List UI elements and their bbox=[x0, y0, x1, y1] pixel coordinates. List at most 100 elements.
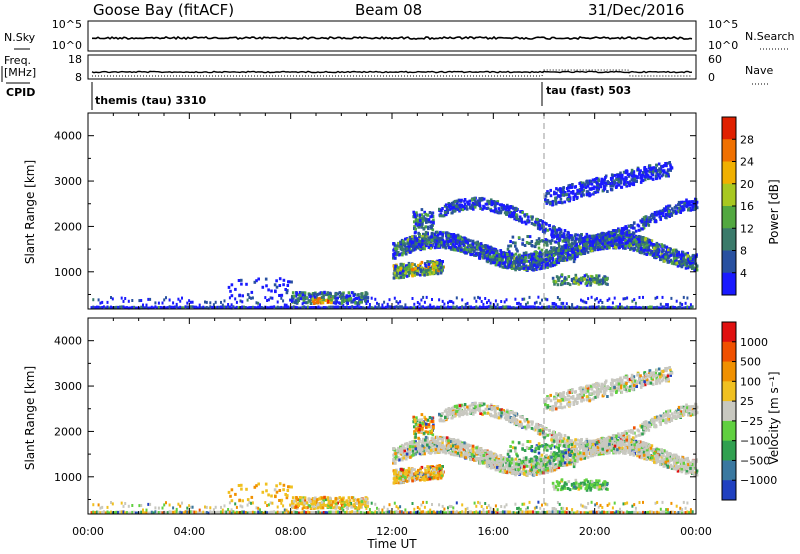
power-cell bbox=[526, 305, 529, 309]
power-cell bbox=[340, 293, 344, 297]
power-cell bbox=[383, 306, 386, 310]
power-cell bbox=[519, 305, 522, 309]
power-cell bbox=[420, 208, 424, 212]
power-cell bbox=[443, 302, 446, 306]
power-cell bbox=[653, 220, 657, 224]
power-cell bbox=[613, 239, 617, 243]
velocity-cell bbox=[241, 505, 244, 509]
power-cell bbox=[413, 306, 416, 310]
power-cell bbox=[468, 199, 472, 203]
power-cell bbox=[637, 247, 640, 251]
power-cell bbox=[571, 303, 574, 307]
power-cell bbox=[492, 261, 496, 265]
power-cell bbox=[120, 305, 123, 309]
power-cell bbox=[478, 201, 481, 205]
velocity-cell bbox=[464, 507, 467, 511]
velocity-cell bbox=[181, 501, 183, 505]
power-cell bbox=[649, 241, 653, 245]
power-cell bbox=[429, 303, 432, 307]
power-cell bbox=[432, 305, 435, 309]
power-cell bbox=[560, 273, 564, 277]
power-cell bbox=[625, 184, 628, 188]
power-cell bbox=[629, 246, 633, 250]
power-cell bbox=[390, 305, 393, 309]
power-cell bbox=[613, 180, 616, 184]
power-cell bbox=[472, 207, 475, 211]
power-cell bbox=[680, 252, 684, 256]
power-cell bbox=[662, 169, 666, 173]
velocity-cell bbox=[478, 510, 481, 514]
velocity-cell bbox=[624, 502, 627, 506]
power-cell bbox=[588, 239, 592, 243]
power-cell bbox=[301, 293, 305, 297]
power-cell bbox=[625, 227, 629, 230]
power-cell bbox=[691, 305, 694, 309]
power-cell bbox=[590, 182, 594, 186]
power-cell bbox=[553, 302, 556, 305]
velocity-cell bbox=[666, 508, 669, 512]
power-cell bbox=[500, 251, 503, 254]
velocity-cell bbox=[381, 508, 384, 512]
power-cell bbox=[303, 296, 306, 300]
power-cell bbox=[611, 306, 614, 310]
power-cell bbox=[366, 296, 369, 300]
power-cell bbox=[661, 169, 664, 173]
power-cell bbox=[667, 212, 670, 216]
power-cell bbox=[409, 306, 412, 310]
power-cell bbox=[337, 305, 339, 309]
nsky-tick-top: 10^5 bbox=[52, 18, 82, 31]
power-cell bbox=[339, 301, 342, 305]
power-cell bbox=[246, 293, 250, 297]
power-cell bbox=[627, 242, 630, 246]
cpid-segment-0: themis (tau) 3310 bbox=[95, 94, 207, 107]
power-cell bbox=[156, 306, 159, 310]
power-cell bbox=[419, 262, 422, 266]
power-cell bbox=[492, 209, 496, 213]
velocity-cell bbox=[452, 510, 455, 514]
power-cell bbox=[585, 193, 589, 196]
power-cell bbox=[622, 228, 625, 232]
power-cell bbox=[489, 258, 493, 261]
power-cell bbox=[598, 241, 602, 244]
velocity-cell bbox=[193, 510, 196, 514]
power-cell bbox=[111, 306, 114, 310]
power-cell bbox=[329, 291, 332, 295]
power-cell bbox=[170, 305, 173, 309]
power-cell bbox=[595, 297, 598, 301]
velocity-cell bbox=[443, 507, 446, 511]
power-cell bbox=[597, 179, 601, 183]
velocity-cell bbox=[92, 510, 95, 514]
power-cell bbox=[363, 306, 366, 310]
power-cell bbox=[607, 181, 610, 185]
power-cell bbox=[523, 244, 527, 247]
power-cell bbox=[433, 246, 437, 250]
velocity-cell bbox=[642, 510, 644, 514]
power-cell bbox=[189, 305, 192, 309]
power-cell bbox=[315, 300, 318, 304]
power-cell bbox=[642, 236, 645, 240]
power-cell bbox=[565, 306, 568, 310]
power-cell bbox=[609, 240, 613, 244]
velocity-cell bbox=[184, 510, 187, 514]
power-cell bbox=[664, 255, 668, 259]
power-cell bbox=[464, 250, 467, 254]
power-cell bbox=[485, 254, 489, 258]
power-cell bbox=[597, 235, 600, 239]
power-cell bbox=[568, 235, 572, 239]
power-cell bbox=[512, 210, 516, 214]
power-cell bbox=[650, 251, 654, 255]
power-cell bbox=[459, 205, 462, 209]
velocity-cell bbox=[558, 502, 561, 506]
power-cell bbox=[321, 301, 325, 305]
power-cell bbox=[579, 281, 583, 285]
power-cell bbox=[418, 235, 421, 239]
power-cell bbox=[595, 186, 599, 190]
power-cell bbox=[558, 305, 561, 309]
power-cell bbox=[510, 211, 514, 215]
power-cell bbox=[465, 205, 468, 208]
velocity-cell bbox=[173, 510, 176, 514]
power-cell bbox=[223, 305, 226, 309]
velocity-cell bbox=[478, 501, 481, 505]
power-cell bbox=[455, 204, 458, 208]
power-cell bbox=[690, 258, 694, 261]
